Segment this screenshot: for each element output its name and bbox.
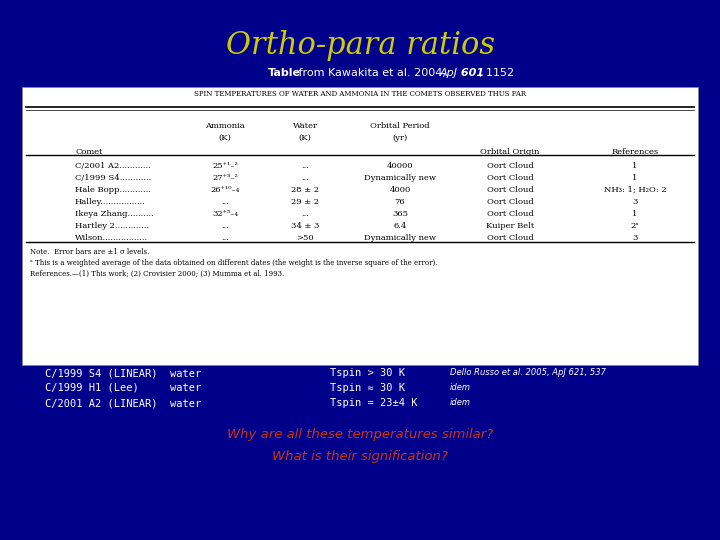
Text: 28 ± 2: 28 ± 2: [291, 186, 319, 194]
Text: Tspin = 33±3 K: Tspin = 33±3 K: [330, 353, 418, 363]
Text: NH₃: 1; H₂O: 2: NH₃: 1; H₂O: 2: [603, 186, 666, 194]
Text: Oort Cloud: Oort Cloud: [487, 174, 534, 182]
Text: Hale Bopp............: Hale Bopp............: [75, 186, 151, 194]
Text: (yr): (yr): [392, 134, 408, 142]
Text: Tspin ≈ 30 K: Tspin ≈ 30 K: [330, 383, 418, 393]
Text: ...: ...: [221, 198, 229, 206]
Text: References.—(1) This work; (2) Crovisier 2000; (3) Mumma et al. 1993.: References.—(1) This work; (2) Crovisier…: [30, 270, 284, 278]
Text: Why are all these temperatures similar?: Why are all these temperatures similar?: [227, 428, 493, 441]
Text: 27⁺³₋²: 27⁺³₋²: [212, 174, 238, 182]
Text: Table: Table: [268, 68, 301, 78]
Text: ...: ...: [301, 162, 309, 170]
Text: Ammonia: Ammonia: [205, 122, 245, 130]
Text: C/1999 H1 (Lee)     water: C/1999 H1 (Lee) water: [45, 383, 214, 393]
Text: ...: ...: [221, 234, 229, 242]
Text: Orbital Period: Orbital Period: [370, 122, 430, 130]
Text: Ikeya Zhang..........: Ikeya Zhang..........: [75, 210, 154, 218]
Text: ApJ: ApJ: [440, 68, 458, 78]
Text: Halley.................: Halley.................: [75, 198, 146, 206]
Text: Oort Cloud: Oort Cloud: [487, 234, 534, 242]
Text: References: References: [611, 148, 659, 156]
Text: C/2001 A2 (LINEAR)  water: C/2001 A2 (LINEAR) water: [45, 398, 214, 408]
Text: ᵃ This is a weighted average of the data obtained on different dates (the weight: ᵃ This is a weighted average of the data…: [30, 259, 438, 267]
Text: Oort Cloud: Oort Cloud: [487, 210, 534, 218]
Text: 601: 601: [457, 68, 484, 78]
Text: Note.  Error bars are ±1 σ levels.: Note. Error bars are ±1 σ levels.: [30, 248, 149, 256]
Text: Wilson.................: Wilson.................: [75, 234, 148, 242]
Text: Orbital Origin: Orbital Origin: [480, 148, 540, 156]
Text: 40000: 40000: [387, 162, 413, 170]
Text: Recent results: Recent results: [306, 340, 414, 353]
Text: 25⁺¹₋²: 25⁺¹₋²: [212, 162, 238, 170]
Text: Kuiper Belt: Kuiper Belt: [486, 222, 534, 230]
Text: idem: idem: [450, 398, 471, 407]
Text: 29 ± 2: 29 ± 2: [291, 198, 319, 206]
Text: Dello Russo et al. 2005, ApJ 621, 537: Dello Russo et al. 2005, ApJ 621, 537: [450, 368, 606, 377]
Text: C/1999 S4............: C/1999 S4............: [75, 174, 151, 182]
Text: C/2001 Q4 (NEAT)    methane: C/2001 Q4 (NEAT) methane: [45, 353, 214, 363]
Text: (K): (K): [299, 134, 312, 142]
Text: (K): (K): [219, 134, 231, 142]
Text: ...: ...: [301, 174, 309, 182]
Text: 26⁺¹⁰₋₄: 26⁺¹⁰₋₄: [210, 186, 240, 194]
Text: 32⁺⁵₋₄: 32⁺⁵₋₄: [212, 210, 238, 218]
Text: Ortho-para ratios: Ortho-para ratios: [225, 30, 495, 61]
Text: SPIN TEMPERATURES OF WATER AND AMMONIA IN THE COMETS OBSERVED THUS FAR: SPIN TEMPERATURES OF WATER AND AMMONIA I…: [194, 90, 526, 98]
Text: ...: ...: [221, 222, 229, 230]
Text: , 1152: , 1152: [479, 68, 514, 78]
Text: 1: 1: [632, 162, 638, 170]
Text: Dynamically new: Dynamically new: [364, 234, 436, 242]
Text: 4000: 4000: [390, 186, 410, 194]
Text: Oort Cloud: Oort Cloud: [487, 186, 534, 194]
Text: Hartley 2.............: Hartley 2.............: [75, 222, 149, 230]
Text: 3: 3: [632, 234, 638, 242]
Text: Oort Cloud: Oort Cloud: [487, 162, 534, 170]
Text: Water: Water: [292, 122, 318, 130]
Text: Tspin > 30 K: Tspin > 30 K: [330, 368, 418, 378]
Text: 34 ± 3: 34 ± 3: [291, 222, 319, 230]
Text: Oort Cloud: Oort Cloud: [487, 198, 534, 206]
Text: 6.4: 6.4: [393, 222, 407, 230]
Text: from Kawakita et al. 2004,: from Kawakita et al. 2004,: [295, 68, 453, 78]
Text: 3: 3: [632, 198, 638, 206]
Text: 1: 1: [632, 174, 638, 182]
Text: >50: >50: [296, 234, 314, 242]
Bar: [22, 87, 698, 365]
Text: C/2001 A2............: C/2001 A2............: [75, 162, 150, 170]
Text: 1: 1: [632, 210, 638, 218]
Text: Tspin = 23±4 K: Tspin = 23±4 K: [330, 398, 418, 408]
Text: What is their signification?: What is their signification?: [272, 450, 448, 463]
Text: 76: 76: [395, 198, 405, 206]
Text: idem: idem: [450, 383, 471, 392]
Text: 365: 365: [392, 210, 408, 218]
Text: Comet: Comet: [75, 148, 102, 156]
Text: Kawakita et al. 2005, ApJ 623, L49: Kawakita et al. 2005, ApJ 623, L49: [450, 353, 594, 362]
Text: Dynamically new: Dynamically new: [364, 174, 436, 182]
Text: C/1999 S4 (LINEAR)  water: C/1999 S4 (LINEAR) water: [45, 368, 214, 378]
Text: 2ᵃ: 2ᵃ: [631, 222, 639, 230]
Text: ...: ...: [301, 210, 309, 218]
